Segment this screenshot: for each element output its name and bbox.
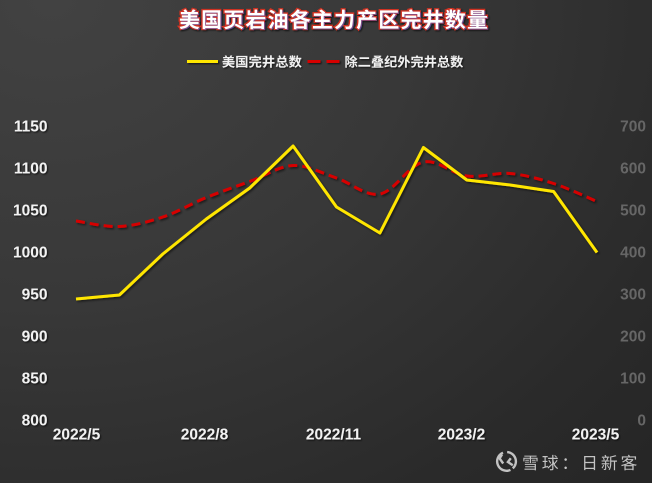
svg-text:1050: 1050 [13,202,47,219]
svg-text:850: 850 [22,370,48,387]
svg-text:2022/5: 2022/5 [53,426,101,443]
svg-text:1150: 1150 [14,118,48,135]
svg-text:950: 950 [22,286,48,303]
svg-text:0: 0 [637,412,646,429]
svg-text:400: 400 [620,244,646,261]
svg-text:600: 600 [620,160,646,177]
svg-text:1000: 1000 [13,244,47,261]
svg-text:100: 100 [620,370,646,387]
svg-text:2023/2: 2023/2 [438,426,485,443]
svg-text:700: 700 [620,118,646,135]
svg-text:500: 500 [620,202,646,219]
svg-text:800: 800 [22,412,48,429]
svg-text:2023/5: 2023/5 [572,426,620,443]
svg-text:300: 300 [620,286,646,303]
svg-text:900: 900 [22,328,48,345]
svg-text:2022/8: 2022/8 [181,426,229,443]
svg-text:2022/11: 2022/11 [306,426,362,443]
svg-text:200: 200 [620,328,646,345]
svg-text:1100: 1100 [14,160,48,177]
